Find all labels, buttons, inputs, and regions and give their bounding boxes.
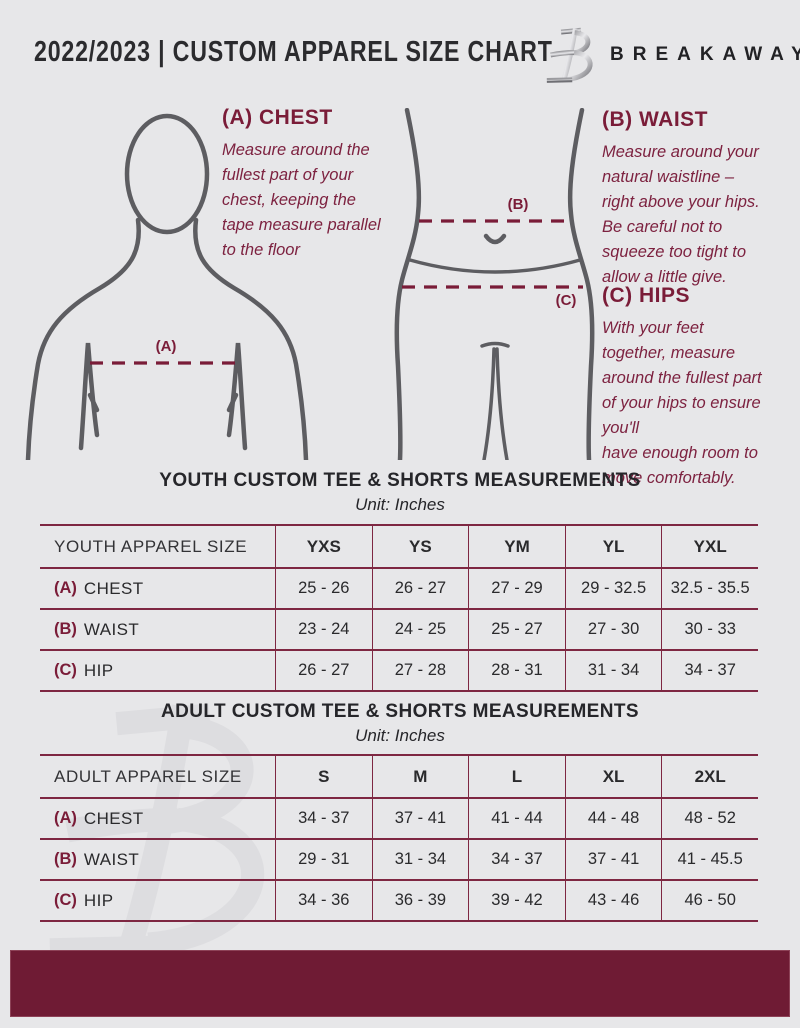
row-label: (C) HIP xyxy=(40,651,275,690)
table-cell: 31 - 34 xyxy=(371,840,469,879)
row-label: (B) WAIST xyxy=(40,610,275,649)
table-cell: 28 - 31 xyxy=(468,651,565,690)
table-row-waist: (B) WAIST 29 - 31 31 - 34 34 - 37 37 - 4… xyxy=(40,840,758,881)
table-cell: 37 - 41 xyxy=(371,799,469,838)
row-label: (A) CHEST xyxy=(40,569,275,608)
table-cell: 41 - 45.5 xyxy=(661,840,758,879)
youth-table-unit: Unit: Inches xyxy=(355,495,445,514)
table-cell: 37 - 41 xyxy=(564,840,662,879)
row-prefix: (C) xyxy=(54,891,77,909)
waist-guide-text: Measure around your natural waistline – … xyxy=(602,143,760,286)
youth-size-table: YOUTH APPAREL SIZE YXS YS YM YL YXL (A) … xyxy=(40,524,758,692)
row-label: (C) HIP xyxy=(40,881,275,920)
table-cell: 41 - 44 xyxy=(468,799,565,838)
adult-table-unit: Unit: Inches xyxy=(355,726,445,745)
upper-body-diagram xyxy=(25,113,309,460)
row-name: CHEST xyxy=(83,578,144,598)
size-column-header: YS xyxy=(371,526,469,567)
table-cell: 23 - 24 xyxy=(275,610,372,649)
table-cell: 34 - 36 xyxy=(275,881,372,920)
waist-guide-heading: (B) WAIST xyxy=(602,108,708,131)
hips-marker-label: (C) xyxy=(555,292,577,309)
table-cell: 29 - 32.5 xyxy=(564,569,662,608)
size-column-header: YXS xyxy=(275,526,372,567)
table-cell: 34 - 37 xyxy=(275,799,372,838)
chest-guide-heading: (A) CHEST xyxy=(222,106,333,129)
row-prefix: (A) xyxy=(54,809,77,827)
table-row-hip: (C) HIP 26 - 27 27 - 28 28 - 31 31 - 34 … xyxy=(40,651,758,692)
table-cell: 34 - 37 xyxy=(661,651,758,690)
table-row-waist: (B) WAIST 23 - 24 24 - 25 25 - 27 27 - 3… xyxy=(40,610,758,651)
table-row-hip: (C) HIP 34 - 36 36 - 39 39 - 42 43 - 46 … xyxy=(40,881,758,922)
table-cell: 25 - 27 xyxy=(468,610,565,649)
row-label: (B) WAIST xyxy=(40,840,275,879)
brand-name: BREAKAWAY xyxy=(610,44,800,65)
table-cell: 27 - 29 xyxy=(468,569,565,608)
row-name: HIP xyxy=(83,660,114,680)
table-cell: 36 - 39 xyxy=(371,881,469,920)
adult-size-label-header: ADULT APPAREL SIZE xyxy=(54,766,242,786)
hips-guide-text: With your feet together, measure around … xyxy=(602,319,762,487)
breakaway-logo-icon xyxy=(540,24,602,86)
table-cell: 29 - 31 xyxy=(275,840,372,879)
waist-marker-label: (B) xyxy=(507,196,529,213)
table-header-row: YOUTH APPAREL SIZE YXS YS YM YL YXL xyxy=(40,526,758,569)
table-cell: 34 - 37 xyxy=(468,840,565,879)
size-column-header: L xyxy=(468,756,565,797)
size-column-header: M xyxy=(371,756,469,797)
table-cell: 39 - 42 xyxy=(468,881,565,920)
table-cell: 25 - 26 xyxy=(275,569,372,608)
chest-guide-text: Measure around the fullest part of your … xyxy=(222,141,381,259)
table-cell: 43 - 46 xyxy=(564,881,662,920)
table-cell: 30 - 33 xyxy=(661,610,758,649)
chest-marker-label: (A) xyxy=(155,338,177,355)
row-prefix: (C) xyxy=(54,661,77,679)
table-cell: 27 - 30 xyxy=(564,610,662,649)
table-cell: 46 - 50 xyxy=(661,881,758,920)
table-row-chest: (A) CHEST 34 - 37 37 - 41 41 - 44 44 - 4… xyxy=(40,799,758,840)
row-prefix: (B) xyxy=(54,620,77,638)
footer-bar xyxy=(10,950,790,1017)
table-row-chest: (A) CHEST 25 - 26 26 - 27 27 - 29 29 - 3… xyxy=(40,569,758,610)
table-cell: 44 - 48 xyxy=(564,799,662,838)
row-name: HIP xyxy=(83,890,114,910)
table-cell: 32.5 - 35.5 xyxy=(661,569,758,608)
adult-table-title: ADULT CUSTOM TEE & SHORTS MEASUREMENTS xyxy=(161,701,639,722)
row-label: (A) CHEST xyxy=(40,799,275,838)
table-header-row: ADULT APPAREL SIZE S M L XL 2XL xyxy=(40,756,758,799)
size-column-header: S xyxy=(275,756,372,797)
table-cell: 26 - 27 xyxy=(275,651,372,690)
row-name: WAIST xyxy=(83,849,140,869)
size-column-header: YM xyxy=(468,526,565,567)
lower-body-diagram xyxy=(394,108,595,460)
table-cell: 48 - 52 xyxy=(661,799,758,838)
hips-guide-heading: (C) HIPS xyxy=(602,284,690,307)
table-cell: 31 - 34 xyxy=(564,651,662,690)
table-cell: 26 - 27 xyxy=(371,569,469,608)
adult-size-table: ADULT APPAREL SIZE S M L XL 2XL (A) CHES… xyxy=(40,754,758,922)
row-prefix: (A) xyxy=(54,579,77,597)
youth-table-title: YOUTH CUSTOM TEE & SHORTS MEASUREMENTS xyxy=(159,470,641,491)
row-name: WAIST xyxy=(83,619,140,639)
size-column-header: 2XL xyxy=(661,756,758,797)
table-cell: 27 - 28 xyxy=(371,651,469,690)
row-prefix: (B) xyxy=(54,850,77,868)
youth-size-label-header: YOUTH APPAREL SIZE xyxy=(54,536,248,556)
size-column-header: YL xyxy=(564,526,662,567)
size-column-header: YXL xyxy=(661,526,758,567)
table-cell: 24 - 25 xyxy=(371,610,469,649)
row-name: CHEST xyxy=(83,808,144,828)
page-title: 2022/2023 | CUSTOM APPAREL SIZE CHART xyxy=(34,36,553,68)
size-column-header: XL xyxy=(564,756,662,797)
